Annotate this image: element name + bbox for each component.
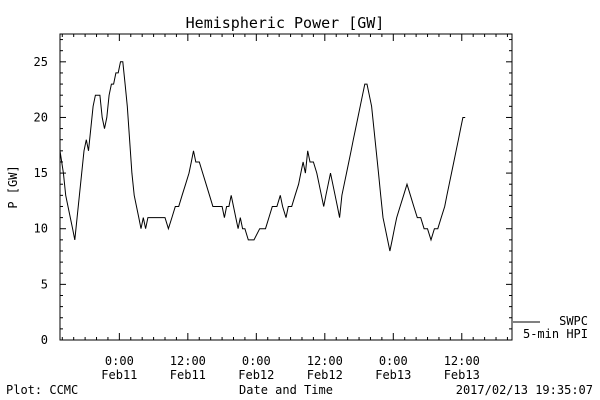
legend-label-hpi: 5-min HPI	[523, 327, 588, 341]
series-layer	[59, 61, 466, 252]
x-tick-label-time: 0:00	[379, 354, 408, 368]
x-tick-label-time: 12:00	[444, 354, 480, 368]
x-axis: 0:00Feb1112:00Feb110:00Feb1212:00Feb120:…	[61, 34, 508, 382]
x-tick-label-date: Feb13	[375, 368, 411, 382]
x-tick-label-date: Feb13	[444, 368, 480, 382]
y-tick-label: 5	[41, 277, 48, 291]
y-tick-label: 10	[34, 222, 48, 236]
x-tick-label-date: Feb11	[170, 368, 206, 382]
y-tick-label: 25	[34, 55, 48, 69]
x-tick-label-time: 0:00	[105, 354, 134, 368]
y-axis-label: P [GW]	[6, 165, 20, 208]
chart-title: Hemispheric Power [GW]	[186, 14, 385, 32]
y-axis: 0 5 10 15 20 25	[34, 39, 512, 347]
legend: SWPC 5-min HPI	[513, 314, 588, 341]
y-tick-label: 0	[41, 333, 48, 347]
x-tick-label-time: 12:00	[307, 354, 343, 368]
series-line-swpc	[59, 61, 466, 252]
x-tick-label-time: 12:00	[170, 354, 206, 368]
footer-right: 2017/02/13 19:35:07	[456, 383, 593, 397]
y-tick-label: 20	[34, 110, 48, 124]
plot-frame	[59, 33, 513, 341]
x-tick-label-date: Feb11	[101, 368, 137, 382]
x-axis-label: Date and Time	[239, 383, 333, 397]
x-tick-label-date: Feb12	[238, 368, 274, 382]
x-tick-label-time: 0:00	[242, 354, 271, 368]
y-tick-label: 15	[34, 166, 48, 180]
footer-left: Plot: CCMC	[6, 383, 78, 397]
legend-label-swpc: SWPC	[559, 314, 588, 328]
x-tick-label-date: Feb12	[307, 368, 343, 382]
